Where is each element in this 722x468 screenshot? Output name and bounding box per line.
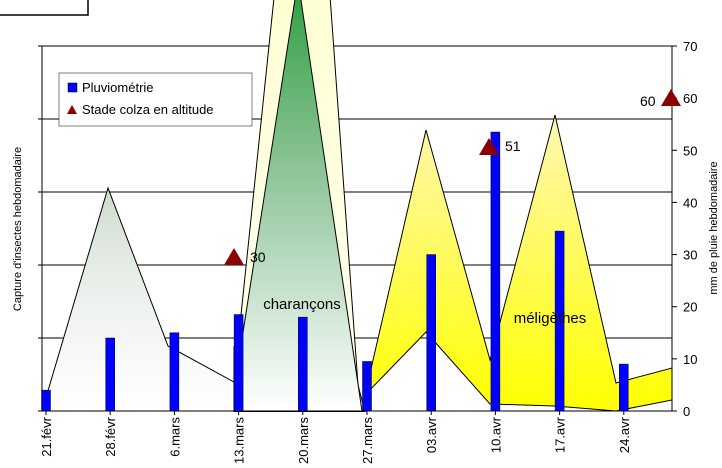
x-axis-tick-label: 17.avr — [553, 416, 568, 453]
stage-marker-label: 30 — [250, 249, 266, 265]
stage-marker — [224, 248, 244, 265]
stage-marker — [479, 138, 499, 155]
legend-box — [58, 72, 253, 127]
right-axis-tick-label: 50 — [683, 143, 697, 158]
x-axis-tick-label: 20.mars — [296, 417, 311, 464]
right-axis-tick-labels: 0 10 20 30 40 50 60 70 — [672, 39, 697, 419]
pluviometrie-bars — [41, 131, 629, 412]
bar-pluviometrie — [41, 389, 51, 412]
x-axis-tick-labels: 21.févr 28.févr 6.mars 13.mars 20.mars 27.mar… — [39, 411, 632, 464]
x-axis-tick-label: 24.avr — [617, 416, 632, 453]
title-box-frame — [0, 0, 89, 16]
left-axis-ticks — [38, 45, 42, 412]
right-axis-tick-label: 70 — [683, 39, 697, 54]
legend: Pluviométrie Stade colza en altitude — [58, 72, 253, 127]
bar-pluviometrie — [298, 316, 308, 412]
right-axis-title: mm de pluie hebdomadaire — [708, 161, 720, 294]
bar-pluviometrie — [105, 337, 115, 412]
legend-label-pluviometrie: Pluviométrie — [82, 80, 154, 95]
x-axis-tick-label: 13.mars — [232, 417, 247, 464]
bar-pluviometrie — [362, 361, 372, 412]
bar-pluviometrie — [426, 254, 436, 412]
bar-pluviometrie — [619, 363, 629, 412]
stage-marker-label: 51 — [505, 138, 521, 154]
bar-pluviometrie — [233, 314, 244, 412]
area-meligethes — [364, 114, 672, 412]
stage-marker — [661, 89, 681, 106]
x-axis-tick-label: 03.avr — [424, 416, 439, 453]
bar-pluviometrie — [169, 332, 180, 412]
right-axis-tick-label: 30 — [683, 248, 697, 263]
area-grey — [42, 186, 235, 412]
stage-marker-label: 60 — [640, 93, 656, 109]
x-axis-tick-label: 21.févr — [39, 416, 54, 456]
right-axis-tick-label: 20 — [683, 300, 697, 315]
legend-label-stade-colza: Stade colza en altitude — [82, 102, 214, 117]
x-axis-tick-label: 28.févr — [103, 416, 118, 456]
right-axis-tick-label: 60 — [683, 91, 697, 106]
x-axis-tick-label: 10.avr — [488, 416, 503, 453]
area-label-charancons: charançons — [263, 296, 341, 313]
left-axis-title: Capture d'insectes hebdomadaire — [12, 147, 24, 311]
stade-colza-markers: 30 51 60 — [224, 89, 681, 265]
legend-bar-swatch — [67, 82, 78, 93]
x-axis-tick-label: 27.mars — [360, 417, 375, 464]
right-axis-tick-label: 40 — [683, 195, 697, 210]
area-label-meligethes: méligèthes — [514, 310, 587, 327]
legend-triangle-swatch — [67, 105, 77, 114]
x-axis-tick-label: 6.mars — [167, 417, 182, 457]
right-axis-tick-label: 0 — [683, 404, 690, 419]
bar-pluviometrie — [490, 131, 501, 412]
right-axis-tick-label: 10 — [683, 352, 697, 367]
